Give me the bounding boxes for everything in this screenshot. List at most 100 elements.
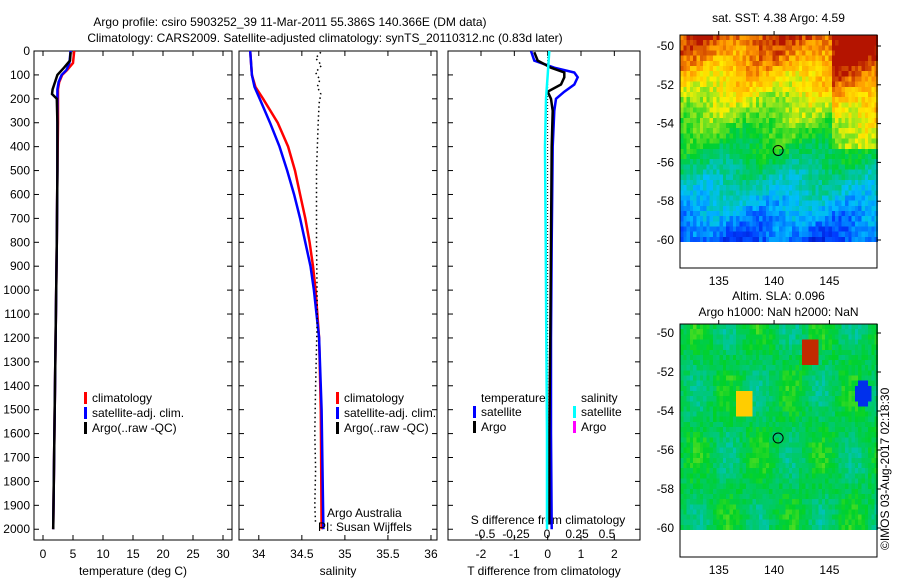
series-line-climatology [248, 50, 323, 530]
s-tick-label: 0.5 [599, 527, 616, 541]
series-line-salinity-satellite [543, 50, 551, 530]
annotation-line-1: Argo Australia [327, 506, 402, 520]
lat-tick-label: -54 [657, 117, 675, 131]
y-tick-label: 1800 [3, 474, 30, 488]
lat-tick-label: -52 [657, 365, 675, 379]
y-tick-label: 2000 [3, 522, 30, 536]
legend-label: climatology [344, 391, 404, 405]
lat-tick-label: -52 [657, 78, 675, 92]
y-tick-label: 1100 [4, 307, 30, 321]
y-tick-label: 800 [10, 235, 30, 249]
legend-label: Argo [481, 420, 507, 434]
x-tick-label: 35.5 [376, 547, 400, 561]
lat-tick-label: -56 [657, 155, 675, 169]
lat-tick-label: -50 [657, 326, 675, 340]
y-tick-label: 1000 [3, 283, 30, 297]
y-tick-label: 300 [10, 116, 30, 130]
legend-label: satellite-adj. clim. [344, 406, 436, 420]
argo-location-marker [772, 432, 784, 444]
lon-tick-label: 145 [819, 563, 839, 577]
y-tick-label: 100 [10, 68, 30, 82]
legend-swatch [336, 392, 339, 404]
x-tick-label: 2 [611, 547, 618, 561]
x-tick-label: 0 [544, 547, 551, 561]
y-tick-label: 200 [10, 92, 30, 106]
map-subtitle: Argo h1000: NaN h2000: NaN [698, 305, 858, 319]
lon-tick-label: 135 [709, 563, 729, 577]
y-tick-label: 600 [10, 187, 30, 201]
legend-swatch [573, 421, 576, 433]
x-tick-label: 30 [216, 547, 230, 561]
annotation-line-2: PI: Susan Wijffels [318, 520, 412, 534]
s-tick-label: -0.25 [502, 527, 530, 541]
s-tick-label: 0 [544, 527, 551, 541]
panel-temperature: 0 5 10 15 20 25 30 temperature (deg C) 0 100 200 30… [3, 44, 233, 578]
panel-salinity: 34 34.5 35 35.5 36 salinity climatologysatelli… [238, 50, 438, 578]
legend-label: satellite [481, 405, 522, 419]
map-frame [679, 34, 878, 269]
y-tick-label: 500 [10, 164, 30, 178]
lon-tick-label: 140 [764, 274, 784, 288]
x-tick-label: 20 [156, 547, 170, 561]
lon-tick-label: 145 [819, 274, 839, 288]
x-tick-label: 36 [424, 547, 438, 561]
y-tick-label: 700 [10, 211, 30, 225]
x-tick-label: 1 [578, 547, 585, 561]
panel-frame [447, 50, 641, 541]
lat-tick-label: -50 [657, 39, 675, 53]
lat-tick-label: -58 [657, 482, 675, 496]
lon-tick-label: 140 [764, 563, 784, 577]
lat-tick-label: -60 [657, 233, 675, 247]
legend-swatch [336, 422, 339, 434]
lat-tick-label: -60 [657, 521, 675, 535]
sla-map-image [680, 324, 878, 530]
panel-frame [33, 50, 233, 541]
title-line-1: Argo profile: csiro 5903252_39 11-Mar-20… [93, 15, 486, 29]
series-line-argo-raw-qc- [50, 52, 72, 530]
y-tick-label: 1700 [3, 451, 30, 465]
series-line-argo-raw-qc- [314, 51, 323, 525]
x-tick-label: 15 [126, 547, 140, 561]
x-axis-label: T difference from climatology [467, 564, 621, 578]
legend-header-temperature: temperature [481, 391, 546, 405]
legend-header-salinity: salinity [581, 391, 618, 405]
y-tick-label: 1300 [3, 355, 30, 369]
x-axis-label: salinity [320, 564, 357, 578]
map-frame [679, 323, 878, 558]
legend-swatch [336, 407, 339, 419]
series-line-temperature-argo [533, 51, 566, 525]
legend-swatch [473, 406, 476, 418]
series-line-satellite-adj-clim- [248, 50, 325, 530]
lat-tick-label: -54 [657, 404, 675, 418]
s-tick-label: 0.25 [565, 527, 589, 541]
x-tick-label: 35 [338, 547, 352, 561]
legend-swatch [84, 422, 87, 434]
y-tick-label: 1200 [3, 331, 30, 345]
lat-tick-label: -56 [657, 443, 675, 457]
s-tick-label: -0.5 [475, 527, 496, 541]
panel-frame [238, 50, 438, 541]
y-tick-label: 400 [10, 140, 30, 154]
legend-swatch [84, 392, 87, 404]
watermark: ©IMOS 03-Aug-2017 02:18:30 [878, 387, 892, 550]
x-tick-label: 34 [252, 547, 266, 561]
lat-tick-label: -58 [657, 194, 675, 208]
y-tick-label: 1600 [3, 427, 30, 441]
sst-map-image [680, 35, 878, 242]
map-title: Altim. SLA: 0.096 [732, 289, 825, 303]
y-tick-label: 0 [23, 44, 30, 58]
legend-label: Argo(..raw -QC) [92, 421, 177, 435]
series-line-temperature-satellite [529, 50, 580, 530]
y-tick-label: 1400 [3, 379, 30, 393]
x-tick-label: 0 [40, 547, 47, 561]
map-sst-map: sat. SST: 4.38 Argo: 4.59 135 140 145 -50 -52… [657, 11, 881, 288]
panel-difference: -2 -1 0 1 2 T difference from climatology -0.5… [447, 50, 641, 578]
legend-label: Argo [581, 420, 607, 434]
legend-label: Argo(..raw -QC) [344, 421, 429, 435]
y-tick-label: 1900 [3, 498, 30, 512]
x-axis-label: temperature (deg C) [79, 564, 187, 578]
legend-label: climatology [92, 391, 152, 405]
lon-tick-label: 135 [709, 274, 729, 288]
